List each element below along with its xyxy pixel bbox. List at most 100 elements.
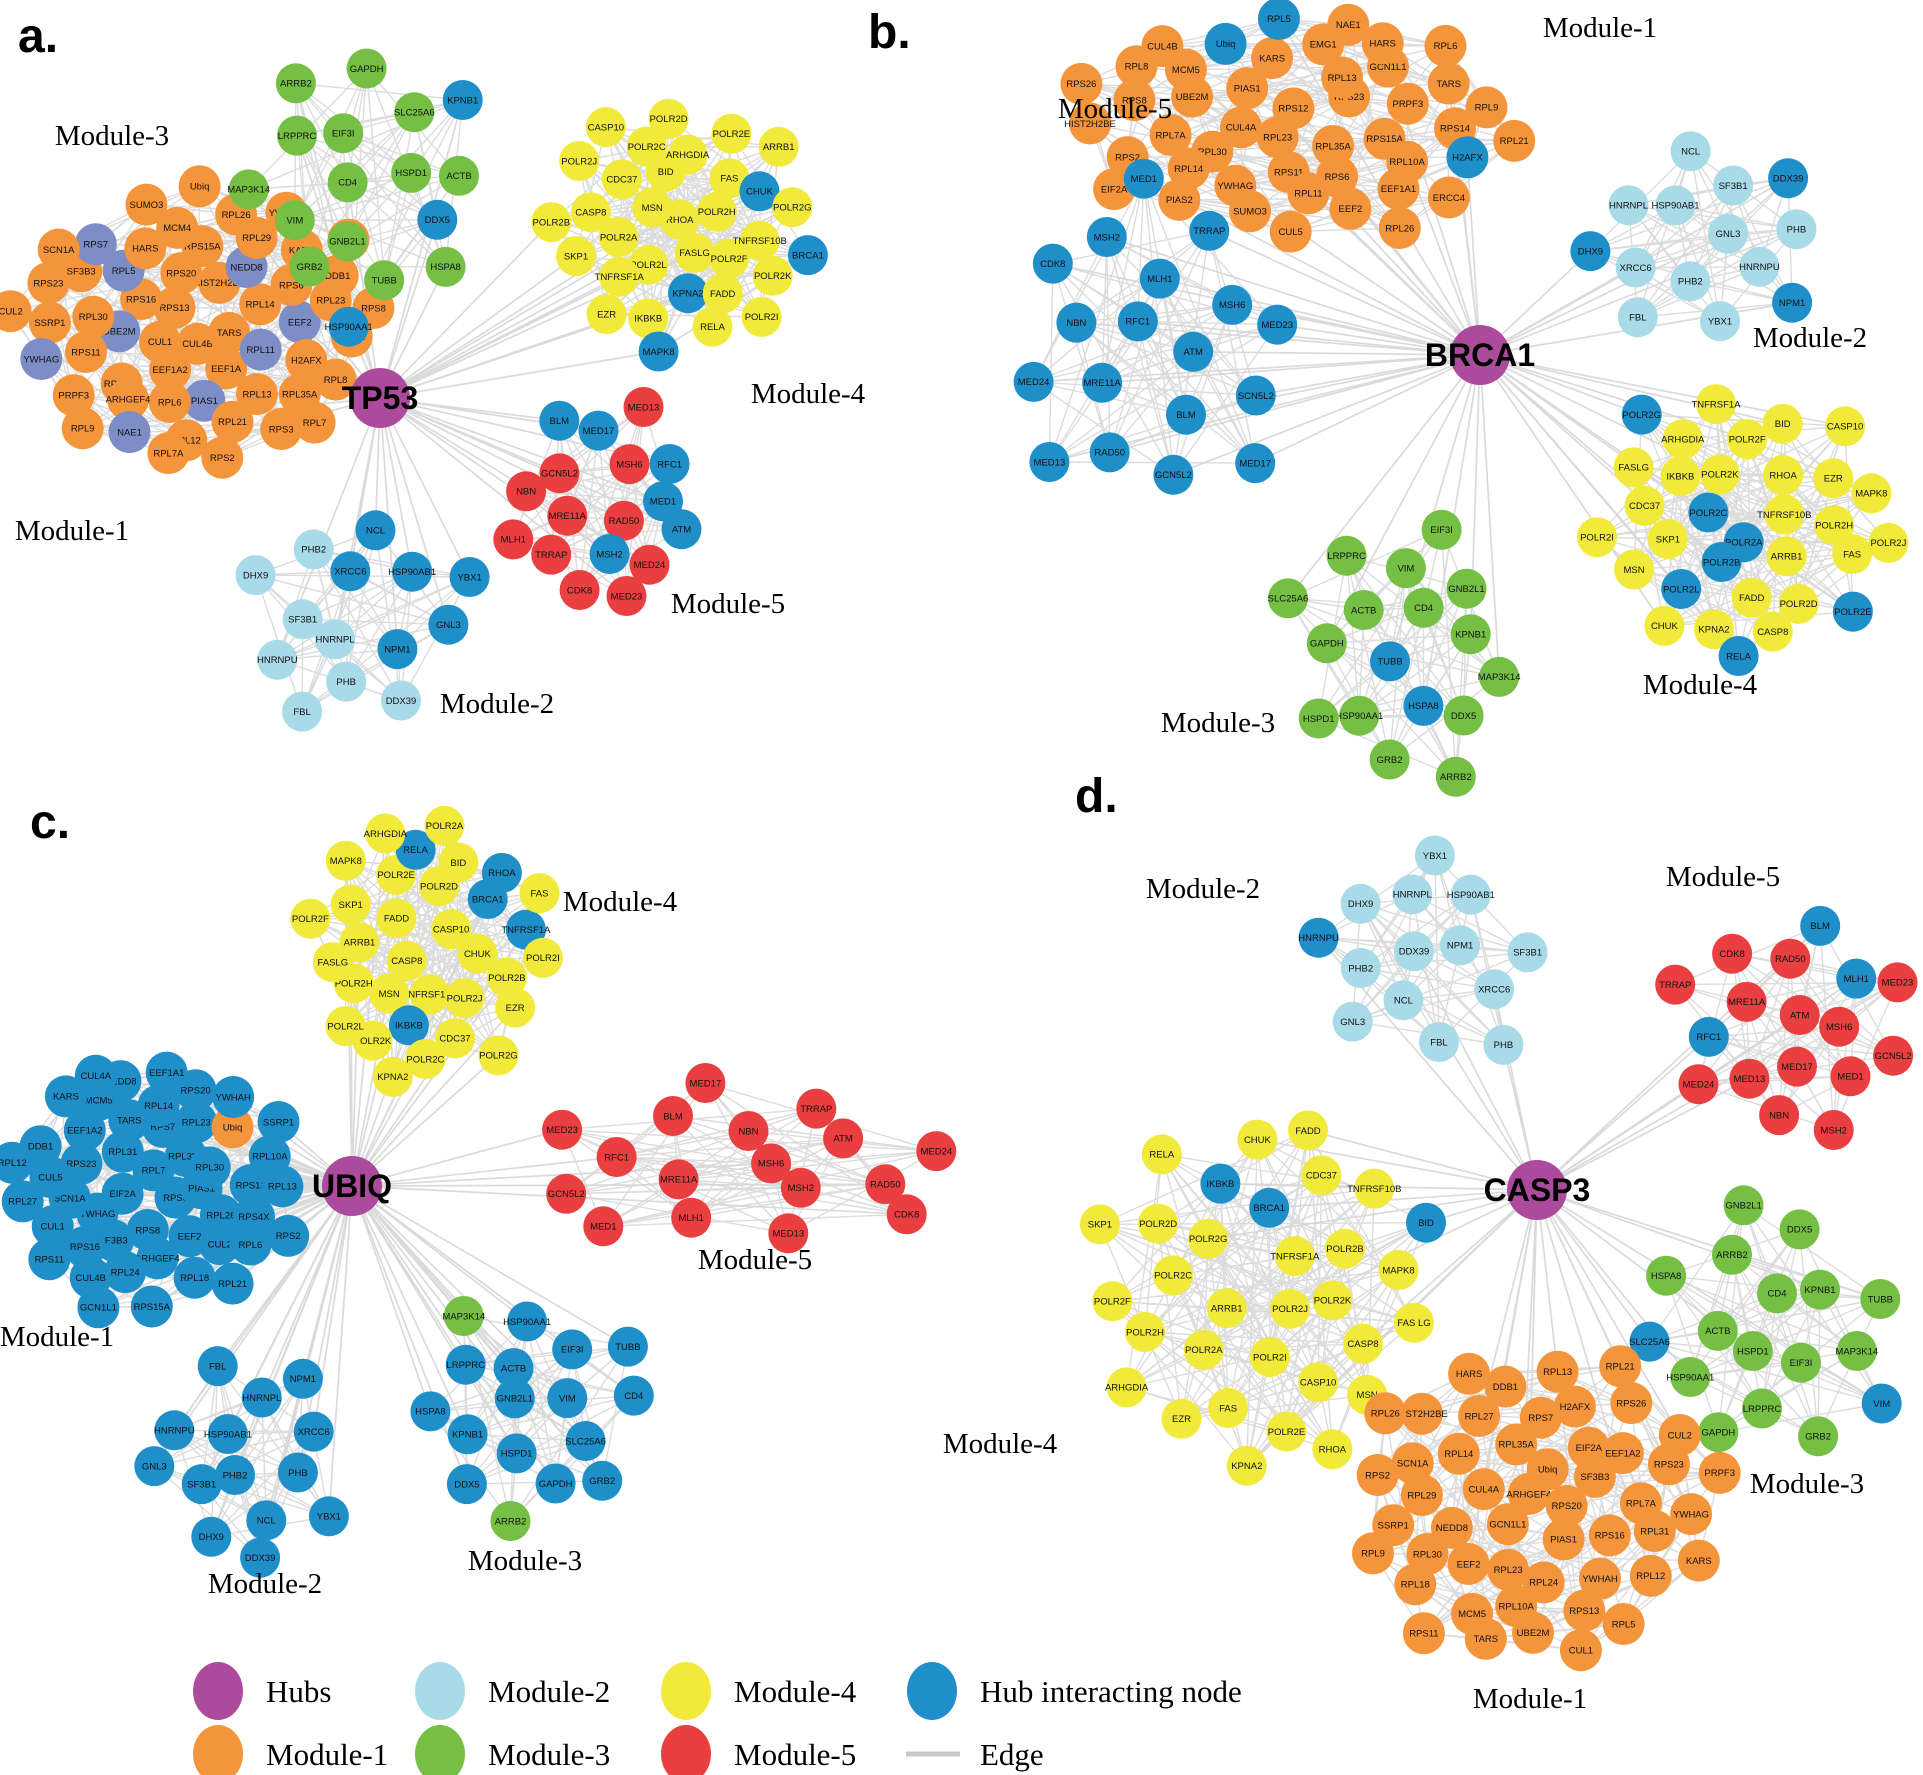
node-CUL5[interactable]: CUL5: [1269, 210, 1312, 253]
node-circle[interactable]: [1069, 102, 1111, 145]
node-BID[interactable]: BID: [1762, 403, 1803, 444]
node-GCN5L2[interactable]: GCN5L2: [1873, 1035, 1914, 1076]
node-YWHAH[interactable]: YWHAH: [1579, 1557, 1621, 1600]
node-circle[interactable]: [539, 453, 580, 494]
node-circle[interactable]: [709, 158, 750, 199]
node-IKBKB[interactable]: IKBKB: [628, 298, 669, 339]
node-NPM1[interactable]: NPM1: [282, 1358, 323, 1399]
node-ERCC4[interactable]: ERCC4: [1427, 176, 1470, 219]
node-circle[interactable]: [1655, 185, 1696, 226]
node-circle[interactable]: [685, 1063, 726, 1103]
node-HSP90AB1[interactable]: HSP90AB1: [388, 551, 436, 592]
node-circle[interactable]: [1257, 304, 1298, 345]
node-Ubiq[interactable]: Ubiq: [1526, 1448, 1569, 1491]
node-HNRNPU[interactable]: HNRNPU: [154, 1410, 195, 1451]
node-circle[interactable]: [1235, 375, 1276, 416]
node-circle[interactable]: [1522, 1561, 1565, 1604]
node-PHB[interactable]: PHB: [326, 661, 367, 702]
node-circle[interactable]: [425, 246, 466, 287]
node-circle[interactable]: [417, 199, 458, 240]
node-circle[interactable]: [240, 1537, 281, 1578]
node-CD4[interactable]: CD4: [613, 1375, 654, 1416]
node-circle[interactable]: [559, 141, 600, 181]
node-circle[interactable]: [607, 1326, 648, 1367]
node-circle[interactable]: [52, 374, 95, 417]
node-RPL35A[interactable]: RPL35A: [1495, 1423, 1538, 1466]
node-MSN[interactable]: MSN: [632, 187, 673, 228]
node-circle[interactable]: [1402, 1612, 1445, 1655]
node-FBL[interactable]: FBL: [1617, 297, 1658, 338]
node-circle[interactable]: [211, 1262, 254, 1305]
node-POLR2I[interactable]: POLR2I: [741, 296, 782, 337]
node-circle[interactable]: [1274, 1236, 1315, 1277]
node-TNFRSF10B[interactable]: TNFRSF10B: [1757, 494, 1811, 535]
node-SUMO3[interactable]: SUMO3: [125, 183, 168, 226]
node-MED13[interactable]: MED13: [623, 387, 664, 427]
node-circle[interactable]: [211, 400, 254, 443]
node-circle[interactable]: [1354, 1168, 1395, 1209]
node-RPL5[interactable]: RPL5: [1602, 1603, 1645, 1645]
node-circle[interactable]: [449, 557, 490, 597]
node-circle[interactable]: [1813, 1110, 1854, 1150]
node-MED23[interactable]: MED23: [1257, 304, 1298, 345]
node-circle[interactable]: [205, 347, 248, 390]
node-RPL35A[interactable]: RPL35A: [1312, 125, 1355, 167]
node-LRPPRC[interactable]: LRPPRC: [1742, 1388, 1782, 1429]
node-MED24[interactable]: MED24: [916, 1131, 957, 1172]
node-RPL14[interactable]: RPL14: [1437, 1432, 1480, 1475]
node-GNB2L1[interactable]: GNB2L1: [494, 1378, 535, 1419]
node-FASLG[interactable]: FASLG: [1613, 447, 1654, 488]
node-RPL27[interactable]: RPL27: [1, 1180, 44, 1223]
node-circle[interactable]: [327, 162, 368, 203]
node-circle[interactable]: [1507, 932, 1548, 973]
node-circle[interactable]: [0, 290, 32, 333]
node-circle[interactable]: [1697, 1310, 1738, 1351]
node-circle[interactable]: [1655, 964, 1696, 1005]
node-FADD[interactable]: FADD: [1288, 1110, 1328, 1151]
node-ARRB2[interactable]: ARRB2: [1435, 756, 1476, 797]
node-circle[interactable]: [282, 1358, 323, 1399]
node-MSH6[interactable]: MSH6: [1212, 284, 1253, 325]
node-MLH1[interactable]: MLH1: [1139, 258, 1180, 299]
node-GNB2L1[interactable]: GNB2L1: [1723, 1185, 1764, 1226]
node-HSP90AA1[interactable]: HSP90AA1: [1335, 695, 1383, 736]
node-SSRP1[interactable]: SSRP1: [28, 301, 71, 344]
node-VIM[interactable]: VIM: [1385, 548, 1426, 589]
node-RPL13[interactable]: RPL13: [1321, 56, 1364, 99]
node-HSP90AA1[interactable]: HSP90AA1: [325, 306, 373, 347]
node-MSH6[interactable]: MSH6: [1819, 1006, 1860, 1047]
node-ATM[interactable]: ATM: [1779, 995, 1820, 1035]
node-RPL12[interactable]: RPL12: [0, 1141, 34, 1184]
node-RPL30[interactable]: RPL30: [72, 295, 115, 338]
node-circle[interactable]: [1701, 542, 1742, 582]
node-circle[interactable]: [1188, 1218, 1229, 1259]
node-circle[interactable]: [1251, 37, 1294, 80]
node-circle[interactable]: [442, 80, 483, 120]
node-YBX1[interactable]: YBX1: [1414, 835, 1455, 876]
node-EIF3I[interactable]: EIF3I: [323, 113, 364, 154]
node-circle[interactable]: [1447, 1543, 1490, 1585]
node-circle[interactable]: [1698, 1412, 1739, 1453]
node-circle[interactable]: [236, 373, 278, 416]
node-circle[interactable]: [628, 298, 669, 339]
node-HNRNPL[interactable]: HNRNPL: [241, 1377, 282, 1418]
node-CDK8[interactable]: CDK8: [559, 570, 600, 610]
node-circle[interactable]: [1427, 176, 1470, 219]
node-BID[interactable]: BID: [1406, 1202, 1446, 1243]
node-circle[interactable]: [395, 829, 436, 870]
node-circle[interactable]: [1435, 756, 1476, 797]
node-circle[interactable]: [1421, 509, 1462, 550]
node-POLR2D[interactable]: POLR2D: [648, 98, 689, 139]
node-circle[interactable]: [330, 884, 371, 925]
node-PHB[interactable]: PHB: [1776, 209, 1817, 250]
node-circle[interactable]: [1464, 1617, 1507, 1660]
node-circle[interactable]: [556, 236, 596, 277]
node-circle[interactable]: [215, 1455, 255, 1495]
node-TNFRSF10B[interactable]: TNFRSF10B: [403, 974, 457, 1015]
node-RPS2[interactable]: RPS2: [201, 436, 244, 479]
node-RAD50[interactable]: RAD50: [1770, 938, 1811, 979]
node-FAS[interactable]: FAS: [709, 158, 750, 199]
node-POLR2K[interactable]: POLR2K: [1312, 1280, 1353, 1321]
node-XRCC6[interactable]: XRCC6: [1474, 969, 1515, 1010]
node-POLR2E[interactable]: POLR2E: [1832, 591, 1873, 632]
